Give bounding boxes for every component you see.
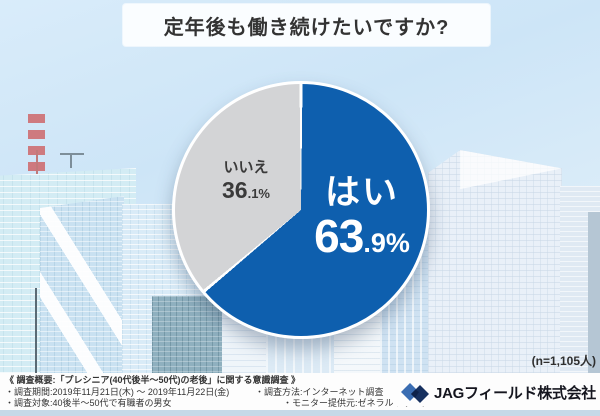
survey-monitor: ・モニター提供元:ゼネラルリサーチ	[283, 398, 430, 409]
antenna-mast	[35, 288, 37, 380]
survey-overview: 《 調査概要:「プレシニア(40代後半〜50代)の老後」に関する意識調査 》	[5, 375, 301, 385]
survey-period: ・調査期間:2019年11月21日(木) 〜 2019年11月22日(金)	[5, 386, 230, 397]
page-title: 定年後も働き続けたいですか?	[163, 16, 450, 39]
survey-method: ・調査方法:インターネット調査	[255, 386, 384, 397]
pie-chart	[172, 81, 430, 339]
bottom-edge-strip	[0, 410, 600, 416]
title-box: 定年後も働き続けたいですか?	[123, 4, 490, 46]
sample-size-note: (n=1,105人)	[531, 354, 596, 368]
building-prism-tower	[428, 150, 562, 380]
building-glass-tower	[40, 196, 124, 380]
building-teal-block	[152, 296, 224, 380]
survey-target: ・調査対象:40後半〜50代で有職者の男女	[5, 398, 172, 409]
sign-mast	[36, 150, 38, 174]
rooftop-red-sign	[28, 114, 45, 172]
crane-arm	[60, 153, 84, 155]
company-logo: JAGフィールド株式会社	[394, 379, 596, 406]
building-right-slate	[588, 212, 600, 380]
crane-mast	[70, 153, 72, 168]
company-name: JAGフィールド株式会社	[434, 385, 596, 402]
jag-logo-icon	[401, 383, 430, 403]
